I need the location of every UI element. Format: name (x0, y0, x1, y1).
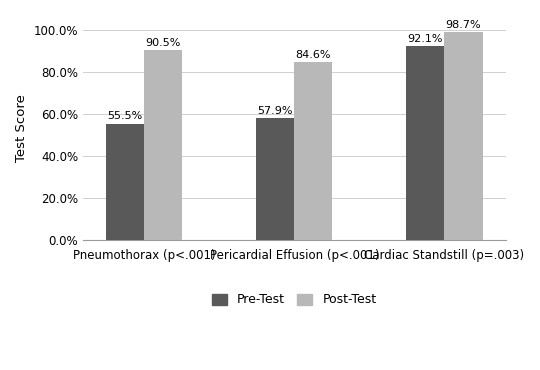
Text: 98.7%: 98.7% (446, 20, 481, 30)
Bar (256, 118, 294, 240)
Text: 90.5%: 90.5% (146, 38, 181, 48)
Text: 84.6%: 84.6% (295, 50, 331, 60)
Legend: Pre-Test, Post-Test: Pre-Test, Post-Test (212, 293, 376, 306)
Bar (294, 62, 333, 240)
Bar (406, 46, 444, 240)
Y-axis label: Test Score: Test Score (15, 94, 28, 162)
Bar (106, 124, 144, 240)
Bar (444, 33, 483, 241)
Text: 55.5%: 55.5% (107, 111, 143, 121)
Text: 92.1%: 92.1% (408, 34, 443, 44)
Text: 57.9%: 57.9% (258, 106, 293, 116)
Bar (144, 50, 183, 240)
